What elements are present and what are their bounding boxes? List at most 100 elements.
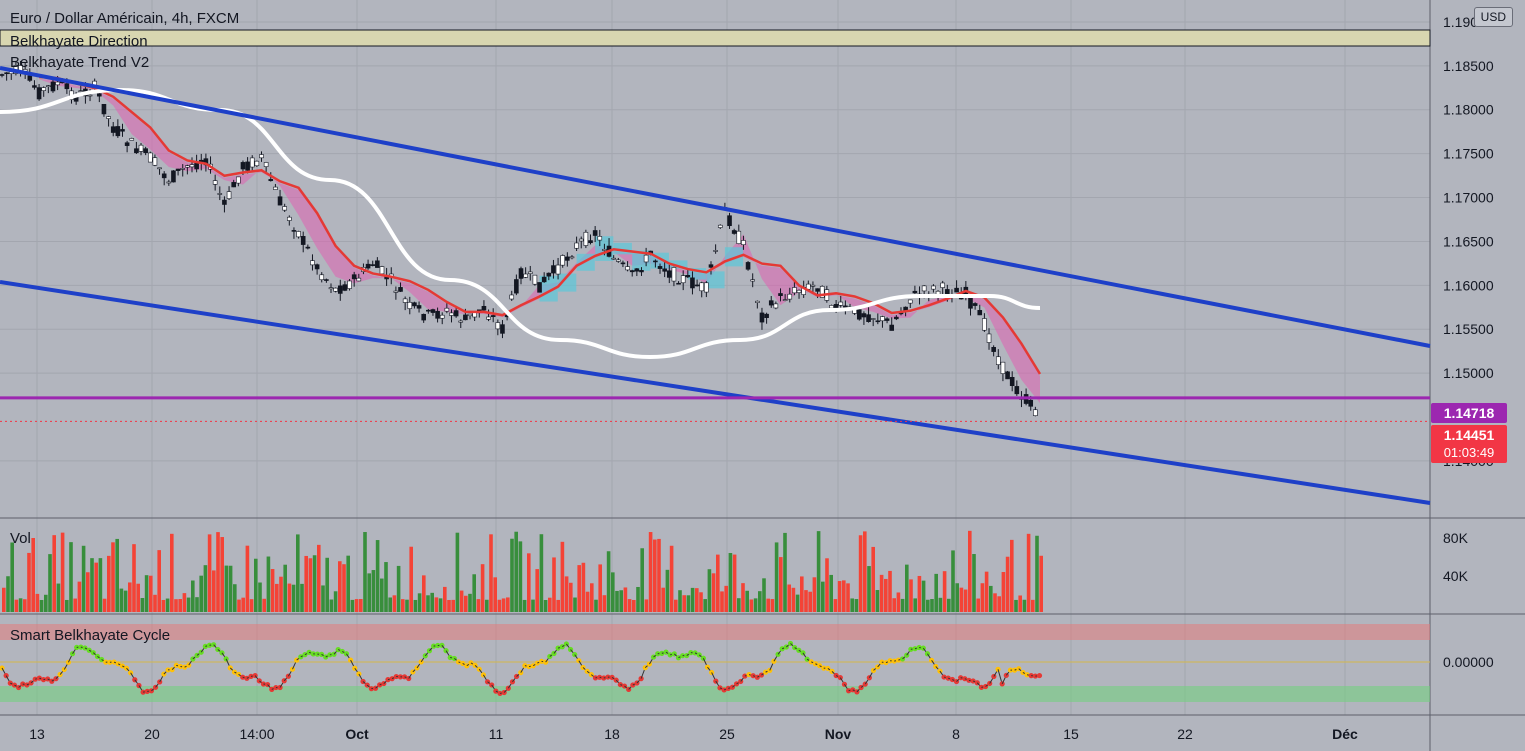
candle-body <box>32 85 37 88</box>
candle-body <box>977 310 983 316</box>
candle-body <box>819 286 825 298</box>
volume-bar <box>804 590 808 612</box>
cycle-dot <box>534 660 540 666</box>
candle-body <box>1014 386 1020 395</box>
volume-bar <box>81 545 86 612</box>
volume-bar <box>283 564 287 612</box>
volume-bar <box>275 583 279 612</box>
volume-bar <box>447 599 451 612</box>
candle-body <box>866 314 871 322</box>
candle-body <box>268 179 274 182</box>
candle-body <box>611 257 616 260</box>
currency-badge[interactable]: USD <box>1473 7 1513 27</box>
cycle-overbought-band <box>0 624 1430 640</box>
candle-body <box>259 154 264 159</box>
price-axis-label: 1.17500 <box>1443 146 1494 162</box>
volume-bar <box>1035 535 1039 612</box>
candle-body <box>282 206 287 211</box>
volume-bar <box>333 591 338 612</box>
volume-bar <box>749 599 754 612</box>
candle-body <box>574 242 579 249</box>
time-axis-label: 15 <box>1063 726 1079 742</box>
candle-body <box>393 290 399 293</box>
candle-body <box>287 216 292 221</box>
volume-bar <box>669 545 674 612</box>
cycle-dot <box>157 679 163 685</box>
cycle-dot <box>1036 672 1043 679</box>
candle-body <box>870 318 876 320</box>
candle-body <box>212 180 218 185</box>
symbol-title[interactable]: Euro / Dollar Américain, 4h, FXCM <box>10 10 240 27</box>
candle-body <box>50 81 56 92</box>
volume-bar <box>879 574 884 612</box>
candle-body <box>861 313 867 318</box>
trend-indicator-label[interactable]: Belkhayate Trend V2 <box>10 54 150 71</box>
candle-body <box>634 268 640 272</box>
volume-bar <box>451 599 455 612</box>
volume-bar <box>128 582 132 612</box>
volume-bar <box>149 575 153 612</box>
cycle-dot <box>107 659 113 665</box>
volume-bar <box>930 599 934 612</box>
volume-bar <box>144 575 149 612</box>
cycle-indicator-label[interactable]: Smart Belkhayate Cycle <box>10 627 171 644</box>
direction-indicator-label[interactable]: Belkhayate Direction <box>10 33 148 50</box>
candle-body <box>940 282 945 288</box>
candle-body <box>310 260 315 266</box>
volume-bar <box>69 542 73 612</box>
candle-body <box>588 240 593 244</box>
volume-bar <box>90 558 94 612</box>
candle-body <box>894 316 899 320</box>
volume-bar <box>245 545 250 612</box>
volume-bar <box>254 558 258 612</box>
cycle-dot <box>771 658 777 664</box>
candle-body <box>685 275 691 278</box>
volume-bar <box>573 597 577 612</box>
candle-body <box>101 103 107 115</box>
volume-bar <box>947 598 951 612</box>
volume-bar <box>892 598 896 612</box>
volume-bar <box>871 546 875 612</box>
volume-bar <box>317 544 321 612</box>
volume-bar <box>86 572 90 612</box>
candle-body <box>453 310 459 317</box>
volume-bar <box>766 598 770 612</box>
candle-body <box>537 282 542 293</box>
candle-body <box>945 289 950 295</box>
volume-bar <box>434 597 439 612</box>
candle-body <box>838 301 844 306</box>
volume-bar <box>287 583 292 612</box>
candle-body <box>467 313 473 317</box>
volume-label[interactable]: Vol <box>10 530 31 547</box>
countdown-timer: 01:03:49 <box>1443 445 1495 460</box>
candle-body <box>412 302 417 307</box>
candle-body <box>972 303 978 306</box>
volume-bar <box>686 595 691 612</box>
cycle-dot <box>389 676 395 682</box>
candle-body <box>699 282 705 292</box>
volume-bar <box>585 591 590 612</box>
volume-bar <box>816 531 821 612</box>
candle-body <box>449 312 454 316</box>
price-axis-label: 1.18000 <box>1443 102 1494 118</box>
volume-bar <box>560 541 565 612</box>
candle-body <box>880 316 885 322</box>
candle-body <box>555 264 561 275</box>
volume-bar <box>212 570 216 612</box>
volume-bar <box>934 573 938 612</box>
volume-bar <box>291 584 296 612</box>
candle-body <box>152 157 158 166</box>
volume-bar <box>233 584 237 612</box>
volume-bar <box>737 598 741 612</box>
candle-body <box>620 262 626 265</box>
volume-bar <box>321 585 325 612</box>
cycle-dot <box>69 651 76 657</box>
volume-bar <box>371 570 376 612</box>
cloud-up-segment <box>669 260 688 269</box>
candle-body <box>578 238 584 242</box>
candle-body <box>245 161 250 171</box>
volume-bar <box>657 538 661 612</box>
cloud-up-segment <box>724 247 744 267</box>
